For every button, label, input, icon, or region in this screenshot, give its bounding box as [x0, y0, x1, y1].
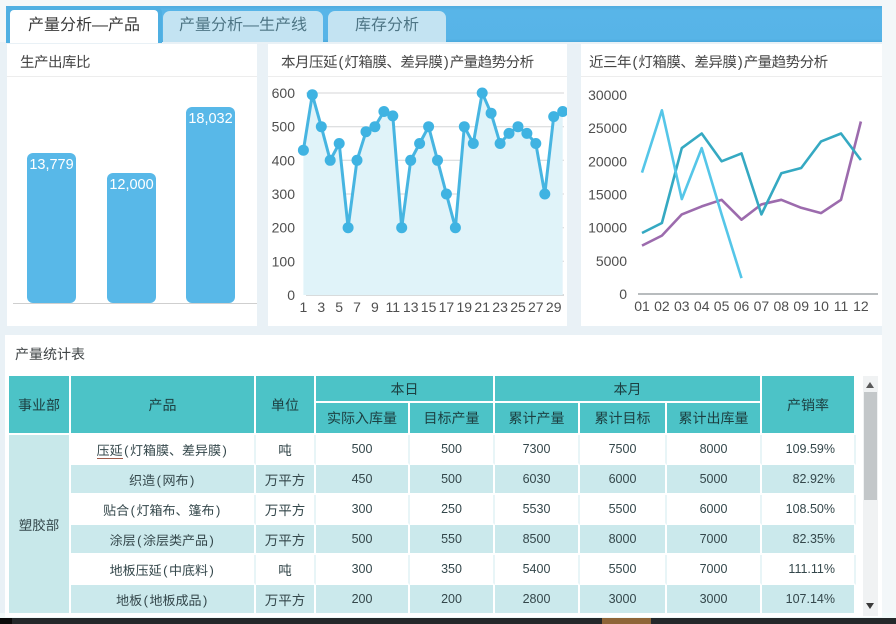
svg-text:13: 13 [403, 299, 419, 315]
svg-text:15: 15 [421, 299, 437, 315]
svg-text:05: 05 [714, 298, 730, 314]
svg-text:12: 12 [853, 298, 869, 314]
svg-text:400: 400 [272, 152, 296, 168]
svg-text:10: 10 [813, 298, 829, 314]
svg-text:9: 9 [371, 299, 379, 315]
svg-text:08: 08 [774, 298, 790, 314]
svg-text:30000: 30000 [588, 87, 627, 103]
svg-text:25000: 25000 [588, 120, 627, 136]
svg-text:600: 600 [272, 85, 296, 101]
svg-text:21: 21 [474, 299, 490, 315]
svg-text:03: 03 [674, 298, 690, 314]
svg-text:27: 27 [528, 299, 544, 315]
svg-text:04: 04 [694, 298, 710, 314]
svg-text:06: 06 [734, 298, 750, 314]
svg-text:3: 3 [317, 299, 325, 315]
svg-text:0: 0 [619, 286, 627, 302]
svg-text:17: 17 [439, 299, 455, 315]
svg-text:11: 11 [386, 299, 401, 315]
svg-text:10000: 10000 [588, 220, 627, 236]
svg-text:02: 02 [654, 298, 670, 314]
svg-text:100: 100 [272, 253, 296, 269]
svg-text:07: 07 [754, 298, 770, 314]
svg-text:200: 200 [272, 220, 296, 236]
svg-text:11: 11 [834, 298, 849, 314]
svg-text:1: 1 [300, 299, 308, 315]
svg-text:5: 5 [335, 299, 343, 315]
svg-text:09: 09 [793, 298, 809, 314]
svg-text:15000: 15000 [588, 187, 627, 203]
svg-text:29: 29 [546, 299, 562, 315]
svg-text:01: 01 [634, 298, 650, 314]
svg-text:0: 0 [287, 287, 295, 303]
svg-text:5000: 5000 [596, 253, 627, 269]
svg-text:25: 25 [510, 299, 526, 315]
svg-text:19: 19 [457, 299, 473, 315]
svg-text:300: 300 [272, 186, 296, 202]
svg-text:7: 7 [353, 299, 361, 315]
svg-text:20000: 20000 [588, 153, 627, 169]
svg-text:23: 23 [492, 299, 508, 315]
svg-text:500: 500 [272, 119, 296, 135]
